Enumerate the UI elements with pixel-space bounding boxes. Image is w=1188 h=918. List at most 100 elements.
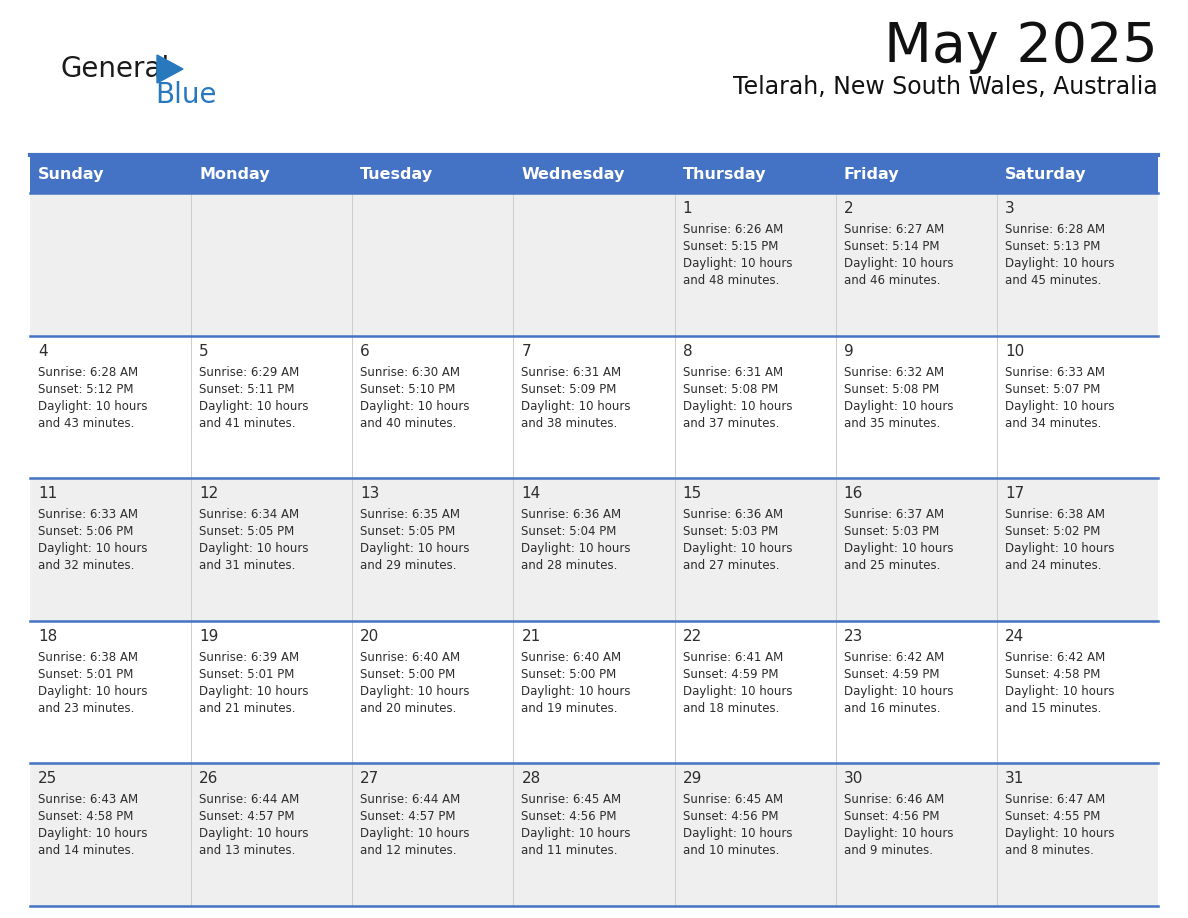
Text: Daylight: 10 hours: Daylight: 10 hours xyxy=(843,543,953,555)
Text: Sunset: 5:05 PM: Sunset: 5:05 PM xyxy=(360,525,455,538)
Text: Daylight: 10 hours: Daylight: 10 hours xyxy=(38,543,147,555)
Text: 26: 26 xyxy=(200,771,219,787)
Text: 23: 23 xyxy=(843,629,864,644)
Text: and 46 minutes.: and 46 minutes. xyxy=(843,274,940,287)
Text: Sunrise: 6:32 AM: Sunrise: 6:32 AM xyxy=(843,365,943,378)
Text: Sunrise: 6:28 AM: Sunrise: 6:28 AM xyxy=(38,365,138,378)
Text: Sunrise: 6:29 AM: Sunrise: 6:29 AM xyxy=(200,365,299,378)
Text: Sunset: 4:59 PM: Sunset: 4:59 PM xyxy=(683,667,778,681)
Text: Sunrise: 6:35 AM: Sunrise: 6:35 AM xyxy=(360,509,460,521)
Text: Sunset: 4:58 PM: Sunset: 4:58 PM xyxy=(38,811,133,823)
Text: Sunrise: 6:28 AM: Sunrise: 6:28 AM xyxy=(1005,223,1105,236)
Text: and 41 minutes.: and 41 minutes. xyxy=(200,417,296,430)
Text: and 34 minutes.: and 34 minutes. xyxy=(1005,417,1101,430)
Text: Sunset: 4:58 PM: Sunset: 4:58 PM xyxy=(1005,667,1100,681)
Text: and 27 minutes.: and 27 minutes. xyxy=(683,559,779,572)
Text: and 37 minutes.: and 37 minutes. xyxy=(683,417,779,430)
Text: 10: 10 xyxy=(1005,343,1024,359)
Text: Sunset: 5:01 PM: Sunset: 5:01 PM xyxy=(200,667,295,681)
Text: 2: 2 xyxy=(843,201,853,216)
Text: Sunrise: 6:38 AM: Sunrise: 6:38 AM xyxy=(38,651,138,664)
Text: General: General xyxy=(61,55,169,83)
Text: 14: 14 xyxy=(522,487,541,501)
Text: Sunrise: 6:42 AM: Sunrise: 6:42 AM xyxy=(1005,651,1105,664)
Text: Sunset: 4:59 PM: Sunset: 4:59 PM xyxy=(843,667,940,681)
Text: Sunrise: 6:45 AM: Sunrise: 6:45 AM xyxy=(683,793,783,806)
Bar xyxy=(30,155,1158,193)
Text: Sunrise: 6:43 AM: Sunrise: 6:43 AM xyxy=(38,793,138,806)
Text: and 28 minutes.: and 28 minutes. xyxy=(522,559,618,572)
Text: and 38 minutes.: and 38 minutes. xyxy=(522,417,618,430)
Text: Daylight: 10 hours: Daylight: 10 hours xyxy=(38,685,147,698)
Text: and 13 minutes.: and 13 minutes. xyxy=(200,845,296,857)
Text: Daylight: 10 hours: Daylight: 10 hours xyxy=(360,399,469,412)
Polygon shape xyxy=(157,55,183,83)
Text: Sunrise: 6:34 AM: Sunrise: 6:34 AM xyxy=(200,509,299,521)
Text: Sunrise: 6:36 AM: Sunrise: 6:36 AM xyxy=(522,509,621,521)
Text: Sunset: 5:03 PM: Sunset: 5:03 PM xyxy=(683,525,778,538)
Text: and 16 minutes.: and 16 minutes. xyxy=(843,701,940,715)
Text: 31: 31 xyxy=(1005,771,1024,787)
Text: Sunrise: 6:45 AM: Sunrise: 6:45 AM xyxy=(522,793,621,806)
Text: and 12 minutes.: and 12 minutes. xyxy=(360,845,456,857)
Text: Sunset: 5:13 PM: Sunset: 5:13 PM xyxy=(1005,240,1100,253)
Text: 20: 20 xyxy=(360,629,379,644)
Text: Daylight: 10 hours: Daylight: 10 hours xyxy=(1005,399,1114,412)
Text: Daylight: 10 hours: Daylight: 10 hours xyxy=(522,827,631,840)
Text: Sunset: 5:08 PM: Sunset: 5:08 PM xyxy=(843,383,939,396)
Text: 29: 29 xyxy=(683,771,702,787)
Text: Daylight: 10 hours: Daylight: 10 hours xyxy=(683,685,792,698)
Text: Blue: Blue xyxy=(154,81,216,109)
Text: Sunrise: 6:44 AM: Sunrise: 6:44 AM xyxy=(200,793,299,806)
Text: Thursday: Thursday xyxy=(683,166,766,182)
Text: and 43 minutes.: and 43 minutes. xyxy=(38,417,134,430)
Text: and 10 minutes.: and 10 minutes. xyxy=(683,845,779,857)
Text: Sunset: 5:15 PM: Sunset: 5:15 PM xyxy=(683,240,778,253)
Text: and 35 minutes.: and 35 minutes. xyxy=(843,417,940,430)
Text: Sunset: 5:08 PM: Sunset: 5:08 PM xyxy=(683,383,778,396)
Text: and 20 minutes.: and 20 minutes. xyxy=(360,701,456,715)
Text: and 21 minutes.: and 21 minutes. xyxy=(200,701,296,715)
Text: Daylight: 10 hours: Daylight: 10 hours xyxy=(843,257,953,270)
Text: Daylight: 10 hours: Daylight: 10 hours xyxy=(360,827,469,840)
Text: Sunrise: 6:37 AM: Sunrise: 6:37 AM xyxy=(843,509,943,521)
Text: Sunrise: 6:39 AM: Sunrise: 6:39 AM xyxy=(200,651,299,664)
Text: Wednesday: Wednesday xyxy=(522,166,625,182)
Text: Sunrise: 6:40 AM: Sunrise: 6:40 AM xyxy=(522,651,621,664)
Text: Sunset: 4:55 PM: Sunset: 4:55 PM xyxy=(1005,811,1100,823)
Text: and 40 minutes.: and 40 minutes. xyxy=(360,417,456,430)
Text: Daylight: 10 hours: Daylight: 10 hours xyxy=(683,257,792,270)
Text: and 14 minutes.: and 14 minutes. xyxy=(38,845,134,857)
Text: Sunset: 4:56 PM: Sunset: 4:56 PM xyxy=(683,811,778,823)
Text: Daylight: 10 hours: Daylight: 10 hours xyxy=(522,685,631,698)
Text: Daylight: 10 hours: Daylight: 10 hours xyxy=(1005,827,1114,840)
Bar xyxy=(30,193,1158,336)
Text: and 8 minutes.: and 8 minutes. xyxy=(1005,845,1094,857)
Bar xyxy=(30,621,1158,764)
Text: 15: 15 xyxy=(683,487,702,501)
Text: and 19 minutes.: and 19 minutes. xyxy=(522,701,618,715)
Text: Sunrise: 6:42 AM: Sunrise: 6:42 AM xyxy=(843,651,944,664)
Text: Sunrise: 6:31 AM: Sunrise: 6:31 AM xyxy=(683,365,783,378)
Text: 13: 13 xyxy=(360,487,380,501)
Text: and 18 minutes.: and 18 minutes. xyxy=(683,701,779,715)
Text: Daylight: 10 hours: Daylight: 10 hours xyxy=(843,399,953,412)
Text: Telarah, New South Wales, Australia: Telarah, New South Wales, Australia xyxy=(733,75,1158,99)
Text: 28: 28 xyxy=(522,771,541,787)
Text: Sunrise: 6:26 AM: Sunrise: 6:26 AM xyxy=(683,223,783,236)
Text: 11: 11 xyxy=(38,487,57,501)
Text: and 29 minutes.: and 29 minutes. xyxy=(360,559,456,572)
Text: Daylight: 10 hours: Daylight: 10 hours xyxy=(200,827,309,840)
Text: 9: 9 xyxy=(843,343,853,359)
Text: 19: 19 xyxy=(200,629,219,644)
Text: Daylight: 10 hours: Daylight: 10 hours xyxy=(843,685,953,698)
Text: Sunset: 5:00 PM: Sunset: 5:00 PM xyxy=(522,667,617,681)
Text: Sunset: 5:02 PM: Sunset: 5:02 PM xyxy=(1005,525,1100,538)
Text: Daylight: 10 hours: Daylight: 10 hours xyxy=(683,399,792,412)
Text: 4: 4 xyxy=(38,343,48,359)
Text: Daylight: 10 hours: Daylight: 10 hours xyxy=(38,399,147,412)
Text: and 24 minutes.: and 24 minutes. xyxy=(1005,559,1101,572)
Bar xyxy=(30,764,1158,906)
Text: Sunset: 5:12 PM: Sunset: 5:12 PM xyxy=(38,383,133,396)
Text: and 25 minutes.: and 25 minutes. xyxy=(843,559,940,572)
